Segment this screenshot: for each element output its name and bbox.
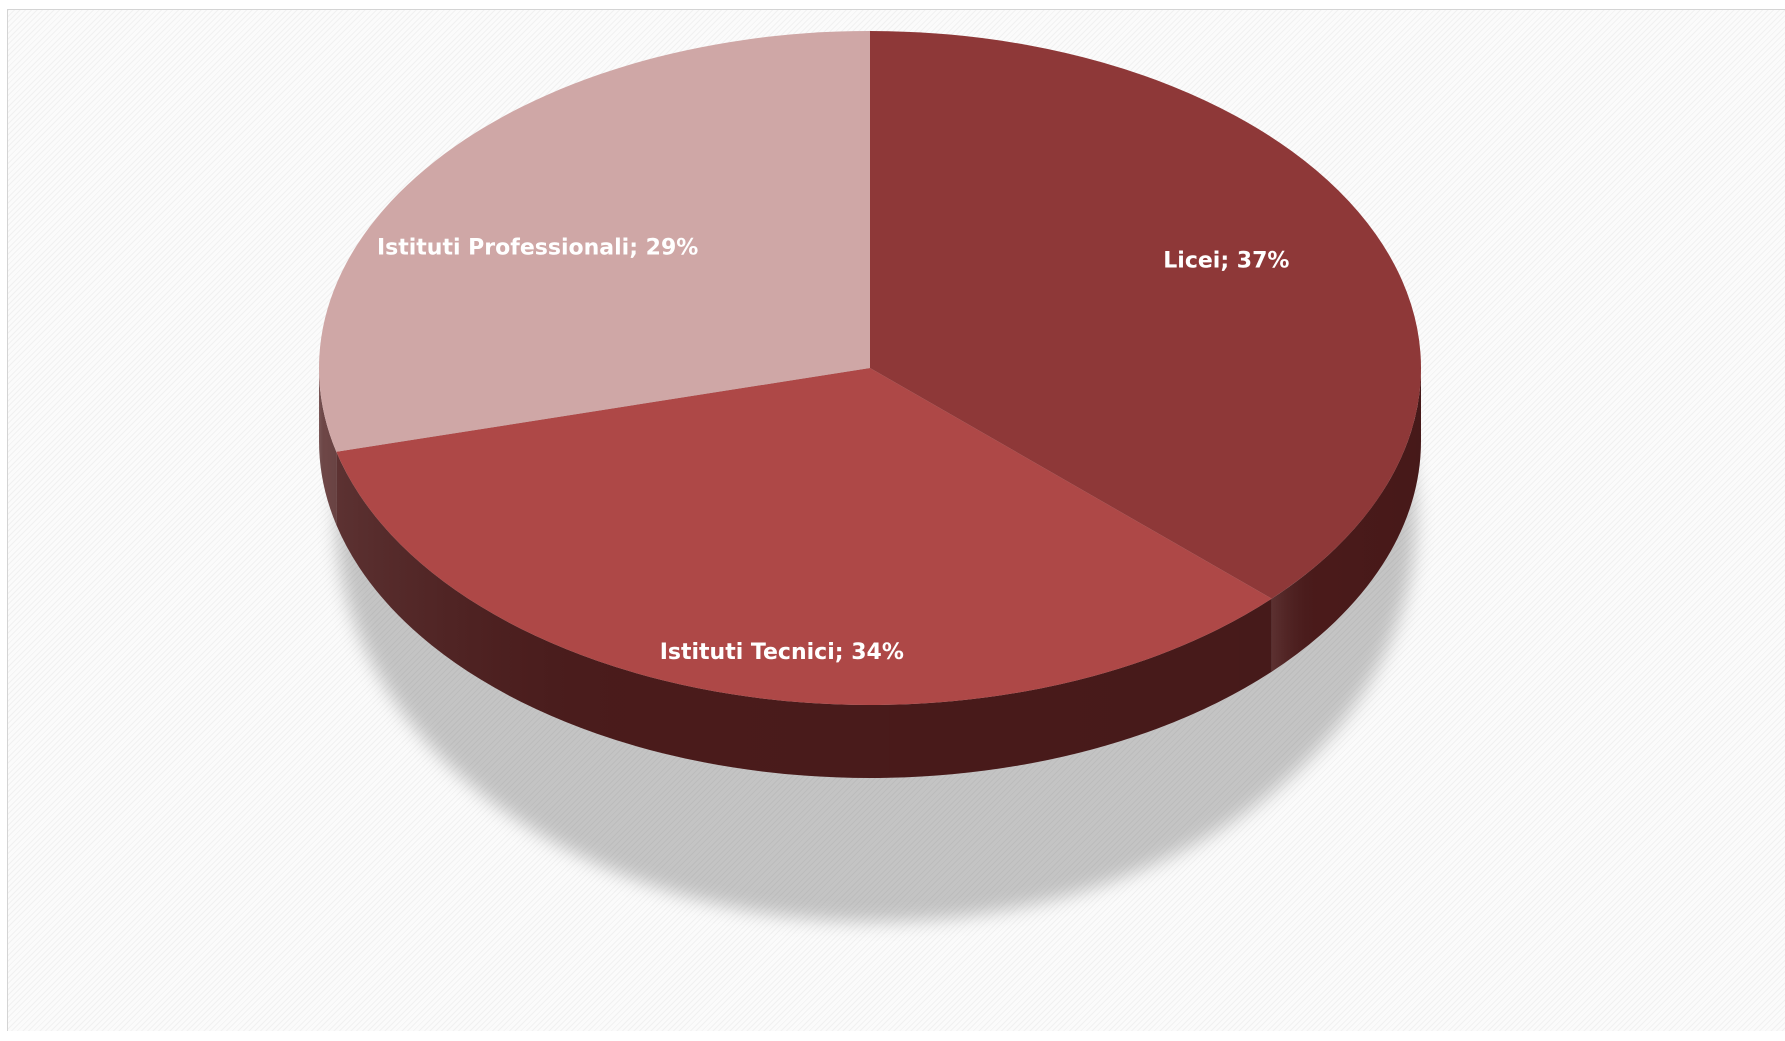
pie-sides (319, 368, 1421, 779)
data-label-istituti-professionali: Istituti Professionali; 29% (377, 235, 698, 260)
pie-chart: Licei; 37% Istituti Tecnici; 34% Istituti … (319, 31, 1421, 922)
pie-side-shading-istituti-professionali (319, 368, 337, 525)
data-label-licei: Licei; 37% (1163, 248, 1289, 273)
chart-area: Licei; 37% Istituti Tecnici; 34% Istituti … (7, 9, 1785, 1031)
pie-top (319, 31, 1421, 706)
pie-labels: Licei; 37% Istituti Tecnici; 34% Istituti … (377, 235, 1290, 664)
pie-side-shading-licei (1271, 368, 1421, 672)
pie-slice-licei[interactable] (870, 31, 1421, 599)
data-label-istituti-tecnici: Istituti Tecnici; 34% (660, 640, 904, 665)
pie-slice-istituti-tecnici[interactable] (336, 368, 1272, 706)
pie-slice-istituti-professionali[interactable] (319, 31, 870, 452)
pie-side-shading-istituti-tecnici (336, 451, 1272, 779)
